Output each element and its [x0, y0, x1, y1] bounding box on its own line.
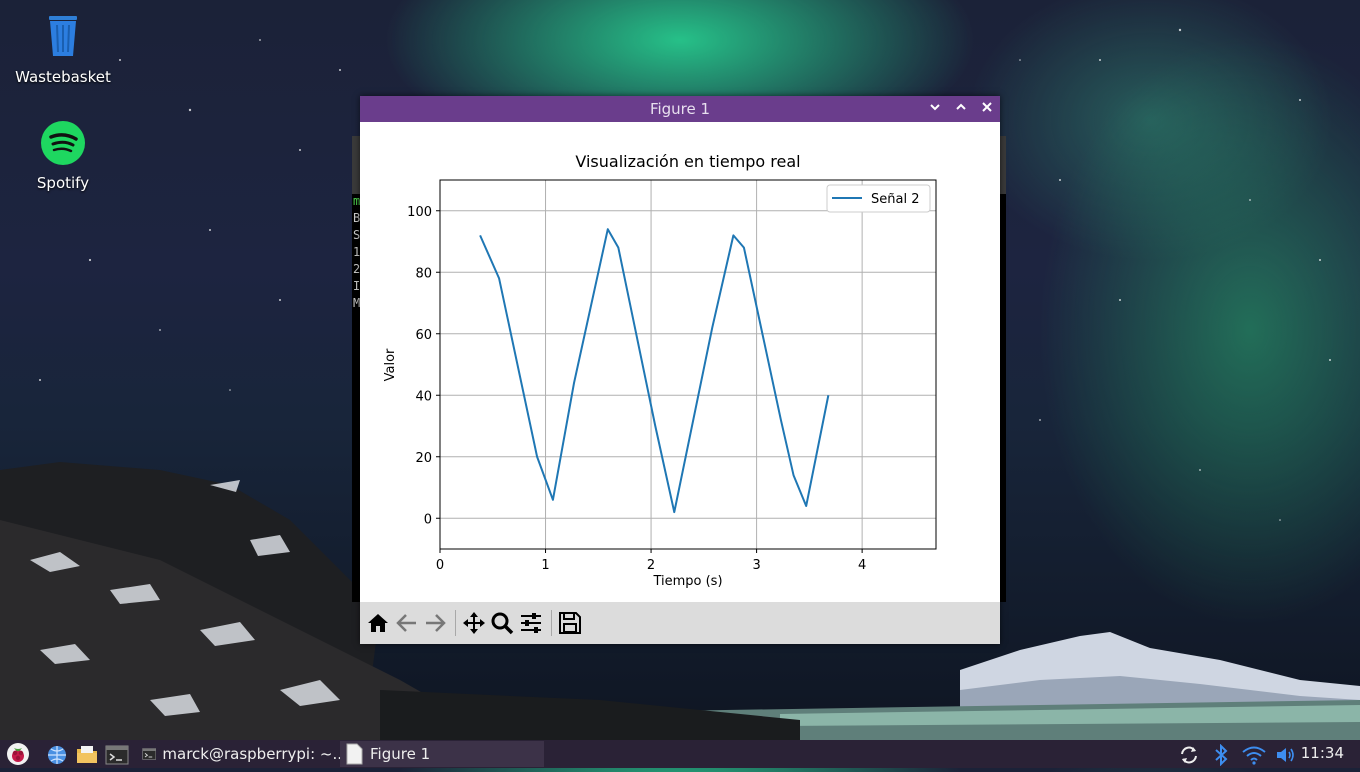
grid-lines: [439, 180, 936, 549]
desktop-icon-label: Wastebasket: [15, 68, 111, 86]
x-tick-label: 3: [752, 558, 760, 573]
back-button[interactable]: [394, 610, 420, 636]
pan-button[interactable]: [461, 610, 487, 636]
series-line: [479, 228, 830, 514]
close-icon: [982, 102, 992, 112]
terminal-line: M: [353, 296, 361, 310]
terminal-line: m: [353, 194, 361, 208]
close-button[interactable]: [977, 99, 997, 119]
wifi-icon: [1242, 746, 1266, 765]
x-tick-label: 2: [647, 558, 655, 573]
pan-icon: [463, 612, 485, 634]
back-arrow-icon: [396, 614, 416, 632]
toolbar-separator: [551, 610, 552, 636]
save-icon: [559, 612, 581, 634]
volume-tray-button[interactable]: [1274, 744, 1298, 772]
zoom-button[interactable]: [489, 610, 515, 636]
minimize-button[interactable]: [925, 99, 945, 119]
terminal-line: S: [353, 228, 361, 242]
window-titlebar[interactable]: Figure 1: [360, 96, 1000, 122]
y-tick-label: 100: [407, 205, 432, 220]
home-icon: [368, 614, 388, 632]
terminal-line: 2: [353, 262, 361, 276]
terminal-line: I: [353, 279, 361, 293]
raspberry-menu-icon: [7, 743, 29, 765]
file-manager-launcher[interactable]: [75, 744, 99, 772]
x-axis-label: Tiempo (s): [652, 574, 722, 589]
y-tick-label: 80: [415, 266, 432, 281]
x-tick-label: 4: [858, 558, 866, 573]
terminal-icon: [105, 745, 129, 765]
volume-icon: [1277, 748, 1294, 762]
y-tick-label: 0: [424, 512, 432, 527]
forward-arrow-icon: [426, 614, 446, 632]
home-button[interactable]: [365, 610, 391, 636]
terminal-icon: [142, 748, 157, 760]
terminal-launcher[interactable]: [105, 744, 129, 772]
update-tray-button[interactable]: [1178, 744, 1200, 772]
zoom-icon: [491, 612, 514, 635]
x-tick-label: 0: [436, 558, 444, 573]
legend-box: [826, 184, 931, 213]
clock: 11:34: [1300, 744, 1344, 762]
y-tick-label: 40: [415, 389, 432, 404]
forward-button[interactable]: [422, 610, 448, 636]
taskbar-item-terminal[interactable]: marck@raspberrypi: ~..: [138, 741, 342, 767]
chart-title: Visualización en tiempo real: [575, 152, 800, 171]
plot-frame: [439, 179, 937, 550]
configure-subplots-button[interactable]: [518, 610, 544, 636]
file-manager-icon: [77, 746, 97, 763]
wifi-tray-button[interactable]: [1241, 744, 1267, 772]
desktop-icon-spotify[interactable]: Spotify: [8, 120, 118, 192]
desktop-icon-wastebasket[interactable]: Wastebasket: [8, 14, 118, 86]
bluetooth-icon: [1215, 743, 1228, 767]
taskbar-item-label: Figure 1: [370, 745, 431, 763]
terminal-line: 1: [353, 245, 361, 259]
legend-entry: Señal 2: [871, 192, 919, 207]
bluetooth-tray-button[interactable]: [1213, 743, 1231, 772]
taskbar-item-figure[interactable]: Figure 1: [340, 741, 544, 767]
chevron-down-icon: [930, 104, 940, 111]
maximize-button[interactable]: [951, 99, 971, 119]
browser-launcher[interactable]: [46, 744, 68, 772]
figure-canvas[interactable]: Visualización en tiempo real 0 1 2 3 4 0 20 40 6…: [360, 122, 1000, 602]
taskbar: marck@raspberrypi: ~.. Figure 1 11:34: [0, 740, 1360, 768]
series-lines: [479, 228, 830, 514]
wastebasket-icon: [49, 16, 77, 56]
terminal-line: B: [353, 211, 361, 225]
toolbar-separator: [455, 610, 456, 636]
chevron-up-icon: [956, 103, 966, 110]
save-button[interactable]: [557, 610, 583, 636]
update-icon: [1181, 746, 1197, 764]
configure-subplots-icon: [521, 613, 541, 633]
window-title: Figure 1: [649, 100, 711, 118]
y-tick-label: 60: [415, 328, 432, 343]
figure-icon: [346, 743, 363, 765]
y-tick-label: 20: [415, 451, 432, 466]
y-axis-label: Valor: [383, 348, 398, 381]
line-chart: Visualización en tiempo real 0 1 2 3 4020406…: [383, 152, 937, 589]
taskbar-item-label: marck@raspberrypi: ~..: [162, 745, 342, 763]
legend: Señal 2: [826, 184, 931, 213]
desktop-icon-label: Spotify: [36, 174, 90, 192]
raspberry-menu-button[interactable]: [6, 742, 32, 770]
figure-window: Figure 1 Visualización en tiempo real 0 1…: [360, 96, 1000, 644]
x-tick-label: 1: [541, 558, 549, 573]
browser-icon: [48, 746, 66, 764]
spotify-icon: [41, 121, 85, 165]
figure-toolbar: [360, 602, 1000, 644]
